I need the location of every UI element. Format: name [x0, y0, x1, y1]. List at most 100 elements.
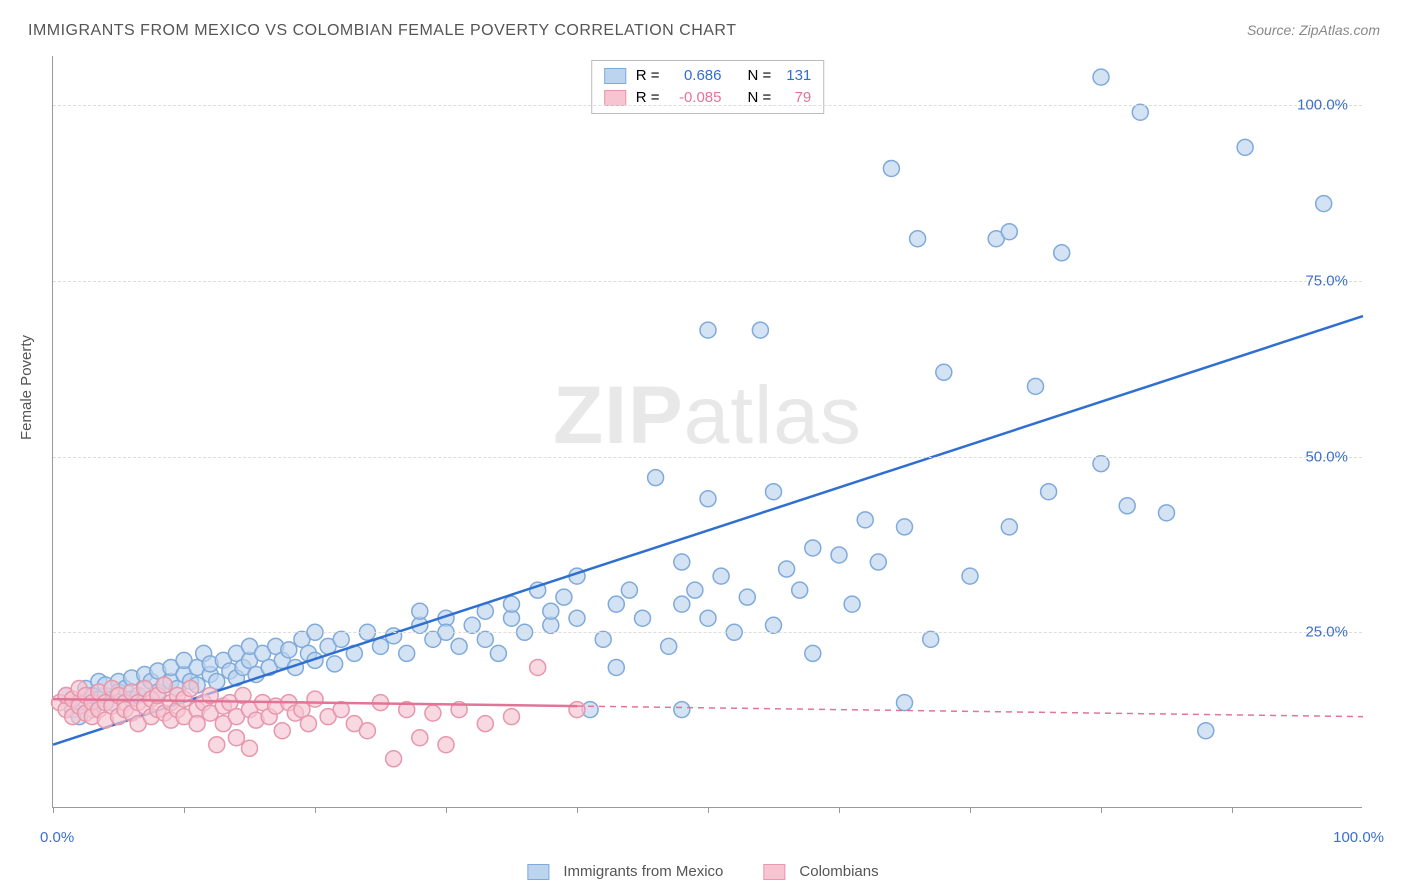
- data-point: [883, 160, 899, 176]
- data-point: [739, 589, 755, 605]
- data-point: [962, 568, 978, 584]
- data-point: [1316, 196, 1332, 212]
- data-point: [156, 677, 172, 693]
- x-axis-left-label: 0.0%: [40, 829, 74, 846]
- legend-label-series-2: Colombians: [799, 863, 878, 880]
- chart-svg: [53, 56, 1362, 807]
- x-tick: [708, 807, 709, 813]
- n-value-series-1: 131: [777, 65, 811, 87]
- data-point: [792, 582, 808, 598]
- data-point: [399, 645, 415, 661]
- data-point: [831, 547, 847, 563]
- data-point: [805, 645, 821, 661]
- data-point: [209, 737, 225, 753]
- x-tick: [577, 807, 578, 813]
- r-label: R =: [636, 65, 660, 87]
- data-point: [870, 554, 886, 570]
- x-tick: [184, 807, 185, 813]
- data-point: [1159, 505, 1175, 521]
- x-tick: [1232, 807, 1233, 813]
- data-point: [359, 723, 375, 739]
- x-tick: [53, 807, 54, 813]
- data-point: [805, 540, 821, 556]
- data-point: [752, 322, 768, 338]
- swatch-series-1: [604, 68, 626, 84]
- data-point: [595, 631, 611, 647]
- data-point: [674, 596, 690, 612]
- x-axis-right-label: 100.0%: [1333, 829, 1384, 846]
- data-point: [700, 610, 716, 626]
- data-point: [700, 322, 716, 338]
- data-point: [307, 691, 323, 707]
- gridline: [53, 632, 1362, 633]
- data-point: [1001, 519, 1017, 535]
- data-point: [412, 730, 428, 746]
- data-point: [556, 589, 572, 605]
- data-point: [412, 603, 428, 619]
- y-tick-label: 50.0%: [1305, 448, 1348, 465]
- data-point: [373, 638, 389, 654]
- y-tick-label: 75.0%: [1305, 272, 1348, 289]
- data-point: [451, 638, 467, 654]
- y-axis-label: Female Poverty: [18, 335, 35, 440]
- data-point: [910, 231, 926, 247]
- data-point: [569, 610, 585, 626]
- data-point: [543, 603, 559, 619]
- data-point: [281, 642, 297, 658]
- swatch-bottom-series-1: [527, 864, 549, 880]
- y-tick-label: 25.0%: [1305, 624, 1348, 641]
- x-tick: [839, 807, 840, 813]
- gridline: [53, 281, 1362, 282]
- data-point: [425, 705, 441, 721]
- series-legend: Immigrants from Mexico Colombians: [527, 863, 878, 880]
- gridline: [53, 457, 1362, 458]
- data-point: [687, 582, 703, 598]
- data-point: [648, 470, 664, 486]
- data-point: [1041, 484, 1057, 500]
- data-point: [661, 638, 677, 654]
- data-point: [333, 631, 349, 647]
- data-point: [300, 716, 316, 732]
- data-point: [274, 723, 290, 739]
- data-point: [1054, 245, 1070, 261]
- data-point: [608, 596, 624, 612]
- data-point: [386, 751, 402, 767]
- data-point: [779, 561, 795, 577]
- data-point: [530, 659, 546, 675]
- data-point: [1198, 723, 1214, 739]
- source-attribution: Source: ZipAtlas.com: [1247, 22, 1380, 38]
- data-point: [183, 681, 199, 697]
- data-point: [464, 617, 480, 633]
- y-tick-label: 100.0%: [1297, 97, 1348, 114]
- data-point: [1132, 104, 1148, 120]
- gridline: [53, 105, 1362, 106]
- legend-row-series-1: R = 0.686 N = 131: [604, 65, 812, 87]
- data-point: [189, 716, 205, 732]
- data-point: [608, 659, 624, 675]
- swatch-series-2: [604, 90, 626, 106]
- legend-label-series-1: Immigrants from Mexico: [563, 863, 723, 880]
- data-point: [569, 702, 585, 718]
- data-point: [923, 631, 939, 647]
- n-label: N =: [748, 65, 772, 87]
- data-point: [1093, 456, 1109, 472]
- data-point: [897, 695, 913, 711]
- r-value-series-1: 0.686: [666, 65, 722, 87]
- data-point: [766, 484, 782, 500]
- chart-title: IMMIGRANTS FROM MEXICO VS COLOMBIAN FEMA…: [28, 22, 736, 40]
- data-point: [674, 702, 690, 718]
- data-point: [504, 709, 520, 725]
- data-point: [857, 512, 873, 528]
- data-point: [477, 631, 493, 647]
- x-tick: [315, 807, 316, 813]
- trend-line: [53, 316, 1363, 745]
- trend-line-dashed: [577, 706, 1363, 717]
- data-point: [438, 737, 454, 753]
- data-point: [897, 519, 913, 535]
- data-point: [477, 716, 493, 732]
- data-point: [228, 730, 244, 746]
- data-point: [713, 568, 729, 584]
- data-point: [936, 364, 952, 380]
- data-point: [844, 596, 860, 612]
- data-point: [1028, 378, 1044, 394]
